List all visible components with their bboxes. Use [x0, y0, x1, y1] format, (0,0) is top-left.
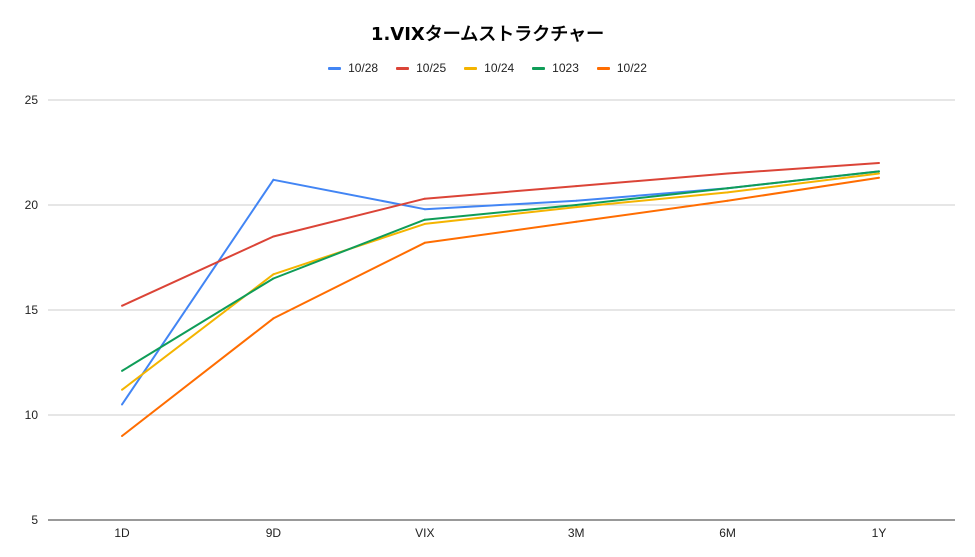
- series-line: [121, 170, 880, 406]
- legend-swatch: [464, 66, 478, 70]
- legend-label: 1023: [552, 61, 579, 75]
- legend-swatch: [396, 66, 410, 70]
- legend-item: 10/22: [596, 61, 647, 75]
- x-tick-label: 9D: [266, 526, 282, 540]
- data-point: [878, 172, 880, 175]
- data-point: [726, 199, 729, 202]
- data-point: [121, 435, 123, 437]
- data-point: [878, 170, 880, 173]
- data-point: [272, 317, 275, 320]
- data-point: [272, 273, 275, 276]
- legend-item: 10/25: [396, 61, 446, 75]
- data-point: [575, 206, 578, 209]
- legend-swatch: [596, 66, 610, 70]
- y-tick-label: 5: [31, 513, 38, 527]
- data-point: [121, 403, 123, 406]
- y-tick-label: 25: [25, 93, 39, 107]
- legend-item: 10/24: [464, 61, 514, 75]
- chart-title: 1.VIXタームストラクチャー: [370, 24, 605, 45]
- x-tick-label: 1D: [114, 526, 130, 540]
- data-point: [121, 304, 123, 307]
- data-point: [726, 187, 729, 190]
- data-point: [726, 191, 729, 194]
- legend-label: 10/28: [348, 61, 379, 75]
- data-point: [272, 235, 275, 238]
- data-point: [575, 185, 578, 188]
- series-line: [121, 170, 880, 372]
- legend-label: 10/22: [616, 61, 647, 75]
- data-point: [726, 172, 729, 175]
- legend-swatch: [532, 66, 546, 70]
- data-point: [423, 208, 426, 211]
- data-point: [272, 277, 275, 280]
- legend-swatch: [328, 66, 342, 70]
- data-point: [878, 176, 880, 179]
- data-point: [575, 204, 578, 206]
- data-point: [423, 197, 426, 200]
- y-tick-label: 15: [25, 303, 39, 317]
- data-point: [423, 218, 426, 221]
- series-line: [121, 176, 880, 437]
- data-point: [878, 162, 880, 164]
- data-point: [121, 388, 123, 391]
- series-line: [121, 162, 880, 307]
- data-point: [423, 222, 426, 225]
- x-tick-label: 3M: [568, 526, 585, 540]
- data-point: [272, 178, 275, 181]
- x-tick-label: VIX: [415, 526, 434, 540]
- data-point: [121, 369, 123, 372]
- data-point: [423, 241, 426, 244]
- legend-label: 10/25: [416, 61, 447, 75]
- x-tick-label: 6M: [719, 526, 736, 540]
- x-tick-label: 1Y: [872, 526, 887, 540]
- data-point: [575, 199, 578, 202]
- y-tick-label: 10: [25, 408, 39, 422]
- chart-legend: 10/28 10/25 10/24 1023 10/22: [0, 61, 975, 75]
- legend-label: 10/24: [484, 61, 515, 75]
- y-tick-label: 20: [25, 198, 39, 212]
- legend-item: 10/28: [328, 61, 378, 75]
- data-point: [575, 220, 578, 223]
- legend-item: 1023: [532, 61, 579, 75]
